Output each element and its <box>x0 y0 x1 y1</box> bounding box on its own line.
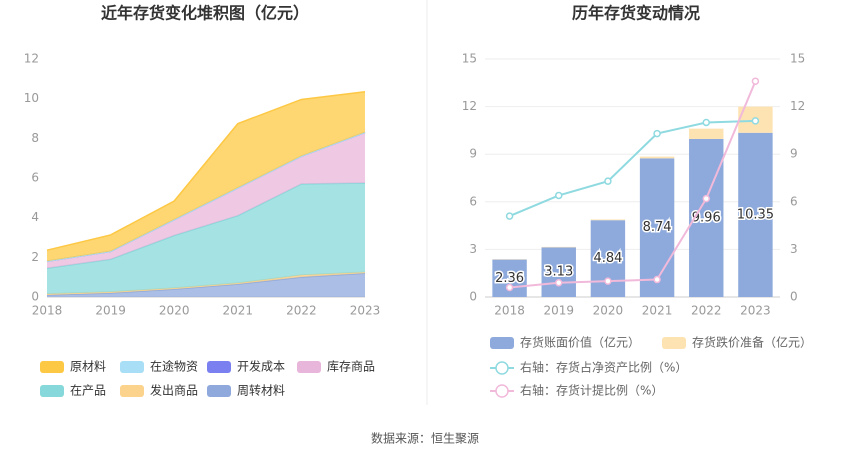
y-tick-label: 12 <box>790 99 805 113</box>
legend-label: 发出商品 <box>150 383 198 398</box>
x-tick-label: 2023 <box>350 304 381 318</box>
y-tick-label: 10 <box>24 91 39 105</box>
legend-label: 右轴：存货占净资产比例（%） <box>520 360 687 375</box>
legend-label: 库存商品 <box>327 359 375 374</box>
y-tick-label: 6 <box>469 194 477 208</box>
legend-swatch <box>662 337 686 349</box>
data-label: 4.84 <box>593 251 622 266</box>
y-tick-label: 15 <box>462 52 477 66</box>
data-label: 10.35 <box>737 207 774 222</box>
y-tick-label: 0 <box>469 290 477 304</box>
line-marker <box>703 196 709 202</box>
line-marker <box>752 118 758 124</box>
x-tick-label: 2022 <box>286 304 317 318</box>
y-tick-label: 15 <box>790 52 805 66</box>
x-tick-label: 2018 <box>32 304 63 318</box>
line-marker <box>605 178 611 184</box>
line-marker <box>654 277 660 283</box>
y-tick-label: 3 <box>469 242 477 256</box>
data-label: 8.74 <box>643 220 672 235</box>
legend-swatch <box>120 361 144 373</box>
line-marker <box>556 280 562 286</box>
y-tick-label: 6 <box>790 194 798 208</box>
y-tick-label: 0 <box>790 290 798 304</box>
legend-swatch <box>297 361 321 373</box>
line-marker <box>605 278 611 284</box>
x-tick-label: 2020 <box>593 304 624 318</box>
y-tick-label: 9 <box>469 147 477 161</box>
legend-swatch <box>207 361 231 373</box>
legend-label: 原材料 <box>70 360 106 374</box>
y-tick-label: 3 <box>790 242 798 256</box>
x-tick-label: 2022 <box>691 304 722 318</box>
legend-label: 开发成本 <box>237 359 285 374</box>
y-tick-label: 2 <box>31 250 39 264</box>
x-tick-label: 2018 <box>494 304 525 318</box>
legend-label: 周转材料 <box>237 383 285 398</box>
legend-label: 存货账面价值（亿元） <box>520 335 640 350</box>
legend-marker <box>496 385 508 397</box>
line-marker <box>507 284 513 290</box>
line-marker <box>654 131 660 137</box>
legend-label: 右轴：存货计提比例（%） <box>520 383 663 398</box>
x-tick-label: 2019 <box>543 304 574 318</box>
x-tick-label: 2019 <box>95 304 126 318</box>
line-marker <box>507 213 513 219</box>
bar <box>640 157 674 159</box>
legend-label: 在途物资 <box>150 359 198 374</box>
legend-swatch <box>490 337 514 349</box>
legend-marker <box>496 362 508 374</box>
line-marker <box>752 78 758 84</box>
legend-swatch <box>40 385 64 397</box>
x-tick-label: 2020 <box>159 304 190 318</box>
legend-label: 在产品 <box>70 384 106 398</box>
legend-swatch <box>40 361 64 373</box>
source-note: 数据来源：恒生聚源 <box>371 431 479 446</box>
data-label: 3.13 <box>544 265 573 280</box>
legend-swatch <box>120 385 144 397</box>
y-tick-label: 0 <box>31 290 39 304</box>
line-marker <box>556 192 562 198</box>
y-tick-label: 12 <box>462 99 477 113</box>
bar <box>591 219 625 220</box>
x-tick-label: 2021 <box>223 304 254 318</box>
y-tick-label: 8 <box>31 131 39 145</box>
x-tick-label: 2021 <box>642 304 673 318</box>
y-tick-label: 12 <box>24 52 39 66</box>
legend-swatch <box>207 385 231 397</box>
legend-label: 存货跌价准备（亿元） <box>692 335 812 350</box>
data-label: 2.36 <box>495 271 524 286</box>
chart-title: 近年存货变化堆积图（亿元） <box>101 4 309 23</box>
data-label: 9.96 <box>692 210 721 225</box>
y-tick-label: 4 <box>31 210 39 224</box>
y-tick-label: 6 <box>31 171 39 185</box>
y-tick-label: 9 <box>790 147 798 161</box>
x-tick-label: 2023 <box>740 304 771 318</box>
line-marker <box>703 119 709 125</box>
chart-title: 历年存货变动情况 <box>572 4 700 23</box>
bar <box>689 129 723 139</box>
